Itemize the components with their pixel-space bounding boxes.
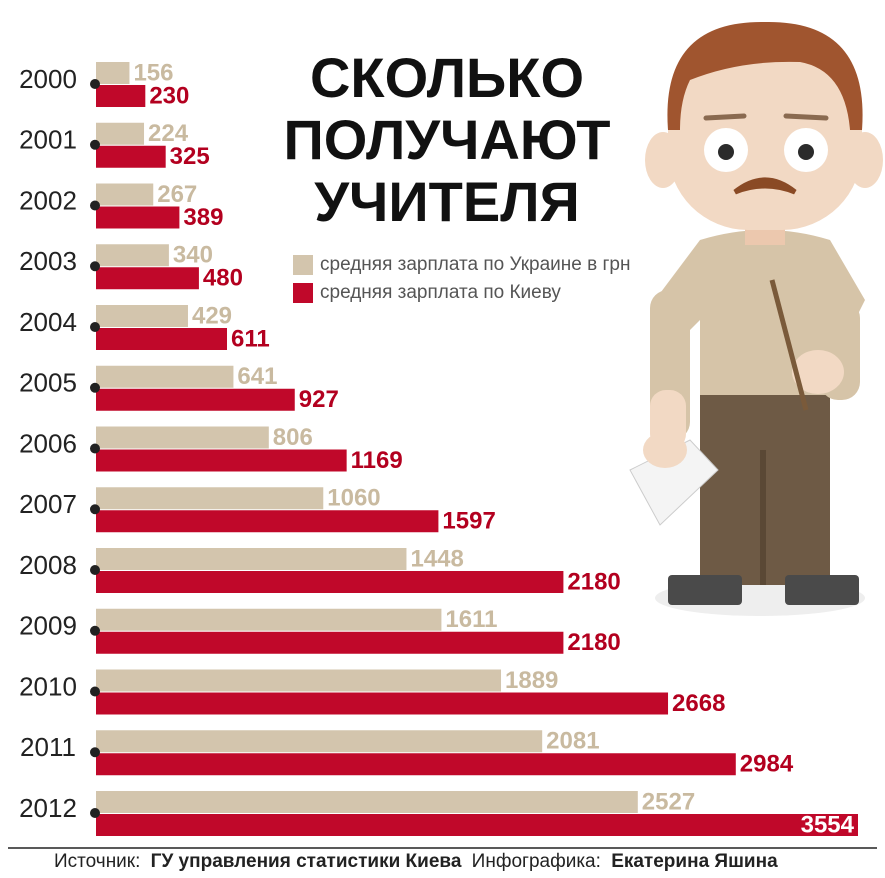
- bar: [96, 85, 146, 107]
- value-label: 2527: [642, 788, 695, 815]
- value-label: 641: [237, 363, 277, 390]
- y-tick-label: 2001: [19, 125, 77, 155]
- y-tick-label: 2010: [19, 671, 77, 701]
- bar: [96, 145, 166, 168]
- value-label: 2180: [567, 629, 620, 656]
- value-label: 340: [173, 242, 213, 269]
- row-dot: [90, 261, 100, 272]
- value-label: 1448: [410, 545, 463, 572]
- chart-title: СКОЛЬКО ПОЛУЧАЮТ УЧИТЕЛЯ: [284, 46, 611, 233]
- bar: [96, 426, 269, 449]
- y-tick-label: 2003: [19, 246, 77, 276]
- bar: [96, 487, 324, 510]
- legend-swatch: [293, 255, 313, 275]
- row-dot: [90, 200, 100, 211]
- credit-text: Екатерина Яшина: [611, 851, 778, 872]
- value-label: 1060: [327, 485, 380, 512]
- legend-label: средняя зарплата по Киеву: [320, 282, 561, 303]
- bar: [96, 449, 347, 472]
- row-dot: [90, 504, 100, 515]
- value-label: 1597: [442, 508, 495, 535]
- value-label: 2081: [546, 728, 599, 755]
- row-dot: [90, 625, 100, 636]
- bar: [96, 692, 669, 715]
- bar: [96, 122, 145, 145]
- legend-swatch: [293, 283, 313, 303]
- bar: [96, 183, 154, 206]
- bar: [96, 267, 199, 290]
- bar: [96, 608, 442, 631]
- row-dot: [90, 747, 100, 758]
- value-label: 2984: [740, 751, 794, 778]
- row-dot: [90, 322, 100, 332]
- y-tick-label: 2009: [19, 611, 77, 641]
- source-label: Источник:: [54, 851, 140, 872]
- value-label: 927: [299, 386, 339, 413]
- bar: [96, 62, 130, 84]
- source: Источник: ГУ управления статистики Киева…: [54, 851, 778, 872]
- bar: [96, 730, 543, 753]
- row-dot: [90, 79, 100, 89]
- bar: [96, 328, 228, 350]
- legend-label: средняя зарплата по Украине в грн: [320, 254, 630, 275]
- value-label: 156: [133, 59, 173, 86]
- bar: [96, 791, 638, 813]
- y-tick-label: 2008: [19, 550, 77, 580]
- value-label: 230: [149, 82, 189, 109]
- credit-label: Инфографика:: [472, 851, 601, 872]
- y-tick-label: 2002: [19, 185, 77, 215]
- bar: [96, 244, 169, 267]
- row-dot: [90, 382, 100, 393]
- value-label: 611: [231, 325, 270, 352]
- y-tick-label: 2004: [19, 307, 77, 337]
- y-tick-label: 2000: [19, 64, 77, 94]
- row-dot: [90, 808, 100, 818]
- row-dot: [90, 443, 100, 454]
- value-label: 429: [192, 302, 232, 329]
- source-text: ГУ управления статистики Киева: [151, 851, 462, 872]
- teacher-illustration: [629, 21, 883, 616]
- value-label: 806: [273, 424, 313, 451]
- bar: [96, 548, 407, 570]
- row-dot: [90, 565, 100, 575]
- bar: [96, 305, 188, 327]
- value-label: 2180: [567, 568, 620, 595]
- value-label: 1611: [445, 606, 497, 633]
- row-dot: [90, 139, 100, 150]
- bar: [96, 510, 439, 533]
- bar: [96, 669, 502, 692]
- value-label: 3554: [801, 811, 855, 838]
- bar: [96, 753, 736, 776]
- value-label: 325: [170, 143, 210, 170]
- bar: [96, 571, 564, 593]
- y-tick-label: 2005: [19, 368, 77, 398]
- y-tick-label: 2011: [20, 732, 76, 762]
- value-label: 2668: [672, 690, 725, 717]
- bar: [96, 388, 295, 411]
- y-tick-label: 2006: [19, 428, 77, 458]
- value-label: 1169: [351, 447, 403, 474]
- value-label: 1889: [505, 667, 558, 694]
- row-dot: [90, 686, 100, 697]
- value-label: 480: [203, 265, 243, 292]
- value-label: 267: [157, 181, 197, 208]
- bar: [96, 206, 180, 229]
- y-tick-label: 2012: [19, 793, 77, 823]
- bar: [96, 365, 234, 388]
- bar: [96, 814, 858, 836]
- value-label: 389: [183, 204, 223, 231]
- bar: [96, 631, 564, 654]
- y-tick-label: 2007: [19, 489, 77, 519]
- value-label: 224: [148, 120, 189, 147]
